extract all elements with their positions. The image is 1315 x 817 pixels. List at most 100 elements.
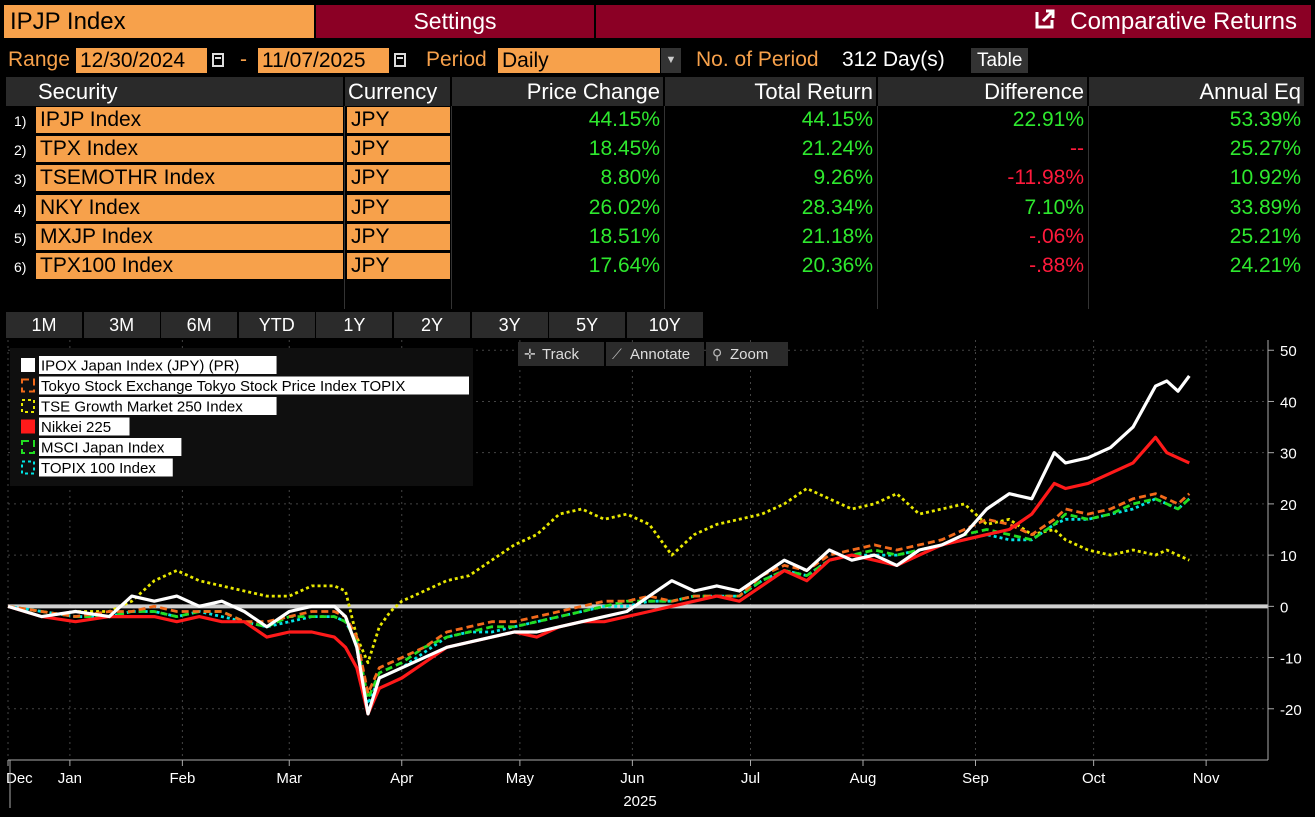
x-tick-label: Mar	[276, 770, 302, 787]
period-tab-5y[interactable]: 5Y	[549, 312, 626, 338]
row-number: 5)	[14, 229, 27, 246]
range-dash: -	[240, 48, 247, 71]
track-tool-button[interactable]	[518, 342, 604, 366]
calendar-icon[interactable]	[394, 53, 406, 67]
security-cell[interactable]: IPJP Index	[36, 107, 343, 133]
x-tick-label: Apr	[390, 770, 413, 787]
period-tab-1y[interactable]: 1Y	[316, 312, 393, 338]
comparative-returns-chart[interactable]: 50 40 30 20 10 0 -10 -20 Dec Jan Feb Mar Apr May Jun Ju…	[0, 340, 1315, 817]
total-return-cell: 21.24%	[801, 137, 873, 161]
security-cell[interactable]: TPX100 Index	[36, 253, 343, 279]
y-tick-label: 40	[1280, 394, 1297, 411]
y-tick-label: 20	[1280, 497, 1297, 514]
annual-eq-cell: 25.21%	[1229, 224, 1301, 248]
column-divider	[664, 106, 665, 309]
chevron-down-icon[interactable]: ▼	[661, 48, 681, 73]
currency-cell[interactable]: JPY	[347, 253, 450, 279]
x-tick-label: Dec	[6, 770, 33, 787]
end-date-input[interactable]: 11/07/2025	[258, 48, 389, 73]
x-tick-label: Nov	[1193, 770, 1220, 787]
x-tick-label: May	[506, 770, 535, 787]
series-line-3[interactable]	[7, 487, 1190, 665]
page-title: Comparative Returns	[1070, 8, 1297, 35]
y-tick-label: -10	[1280, 651, 1302, 668]
num-period-label: No. of Period	[696, 48, 819, 71]
difference-cell: 7.10%	[1024, 195, 1084, 219]
currency-cell[interactable]: JPY	[347, 165, 450, 192]
legend-swatch	[21, 378, 35, 393]
y-tick-label: -20	[1280, 702, 1302, 719]
annual-eq-cell: 24.21%	[1229, 254, 1301, 277]
table-button[interactable]: Table	[971, 48, 1029, 73]
difference-cell: --	[1070, 137, 1084, 161]
period-select[interactable]: Daily	[498, 48, 660, 73]
security-cell[interactable]: TSEMOTHR Index	[36, 165, 343, 192]
page-title-bar: Comparative Returns	[596, 5, 1311, 38]
column-header-total-return[interactable]: Total Return	[665, 77, 876, 106]
legend-label: Nikkei 225	[41, 419, 111, 436]
column-header-annual-eq[interactable]: Annual Eq	[1089, 77, 1304, 106]
zoom-tool-button[interactable]	[706, 342, 788, 366]
price-change-cell: 26.02%	[588, 195, 660, 219]
currency-cell[interactable]: JPY	[347, 194, 450, 221]
price-change-cell: 44.15%	[588, 108, 660, 131]
series-line-1[interactable]	[7, 374, 1191, 716]
start-date-input[interactable]: 12/30/2024	[76, 48, 207, 73]
series-line-5[interactable]	[7, 497, 1191, 700]
ticker-field[interactable]: IPJP Index	[4, 5, 314, 38]
period-tab-6m[interactable]: 6M	[161, 312, 238, 338]
security-cell[interactable]: TPX Index	[36, 136, 343, 163]
calendar-icon[interactable]	[212, 53, 224, 67]
x-tick-label: Sep	[962, 770, 989, 787]
x-tick-label: Oct	[1082, 770, 1106, 787]
x-axis-year-label: 2025	[623, 793, 656, 810]
column-divider	[877, 106, 878, 309]
y-tick-label: 50	[1280, 343, 1297, 360]
annual-eq-cell: 25.27%	[1229, 137, 1301, 161]
row-number: 6)	[14, 259, 27, 275]
price-change-cell: 18.45%	[588, 137, 660, 161]
total-return-cell: 9.26%	[813, 166, 873, 190]
period-tab-10y[interactable]: 10Y	[626, 312, 703, 338]
period-tab-ytd[interactable]: YTD	[238, 312, 315, 338]
legend-swatch	[21, 419, 35, 434]
column-header-price-change[interactable]: Price Change	[452, 77, 663, 106]
column-header-currency[interactable]: Currency	[345, 77, 450, 106]
column-header-difference[interactable]: Difference	[878, 77, 1087, 106]
currency-cell[interactable]: JPY	[347, 223, 450, 250]
legend-label-bg	[39, 356, 277, 374]
column-divider	[344, 106, 345, 309]
period-tab-1m[interactable]: 1M	[6, 312, 82, 338]
y-tick-label: 10	[1280, 548, 1297, 565]
currency-cell[interactable]: JPY	[347, 136, 450, 163]
security-cell[interactable]: MXJP Index	[36, 223, 343, 250]
legend-swatch	[21, 440, 35, 454]
title-bar: IPJP Index Settings Comparative Returns	[0, 0, 1315, 42]
difference-cell: -.06%	[1029, 224, 1084, 248]
period-tab-2y[interactable]: 2Y	[394, 312, 470, 338]
price-change-cell: 8.80%	[600, 166, 660, 190]
difference-cell: -.88%	[1029, 254, 1084, 277]
zoom-tool-label: Zoom	[730, 346, 768, 363]
price-change-cell: 17.64%	[588, 254, 660, 277]
x-tick-label: Aug	[850, 770, 877, 787]
track-icon: ✛	[524, 347, 536, 363]
series-line-4[interactable]	[7, 435, 1190, 716]
series-line-2[interactable]	[7, 492, 1191, 695]
legend-label-bg	[39, 438, 182, 456]
column-header-security[interactable]: Security	[6, 77, 343, 106]
column-divider	[1088, 106, 1089, 309]
security-cell[interactable]: NKY Index	[36, 194, 343, 221]
external-link-icon[interactable]	[1034, 6, 1056, 39]
range-label: Range	[8, 48, 70, 71]
legend-label: TOPIX 100 Index	[41, 460, 156, 477]
period-tab-3m[interactable]: 3M	[83, 312, 160, 338]
settings-button[interactable]: Settings	[316, 5, 594, 38]
annual-eq-cell: 53.39%	[1229, 108, 1301, 131]
x-tick-label: Jan	[58, 770, 82, 787]
column-divider	[451, 106, 452, 309]
y-tick-label: 30	[1280, 446, 1297, 463]
annotate-tool-button[interactable]	[606, 342, 704, 366]
period-tab-3y[interactable]: 3Y	[471, 312, 548, 338]
currency-cell[interactable]: JPY	[347, 107, 450, 133]
